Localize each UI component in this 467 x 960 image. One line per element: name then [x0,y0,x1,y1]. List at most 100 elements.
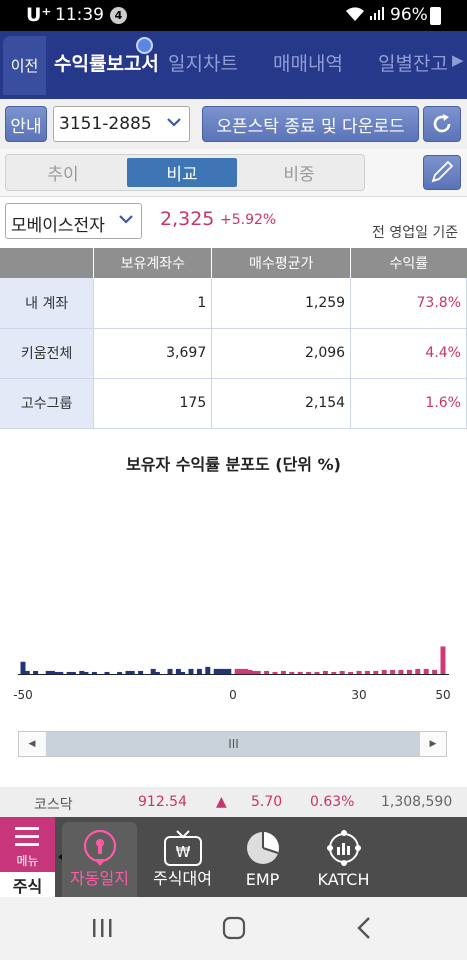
distribution-bar [381,669,387,674]
return-cell: 4.4% [350,328,467,379]
tab-journal-chart[interactable]: 일지차트 [168,53,238,75]
tab-trade-history[interactable]: 매매내역 [273,53,343,75]
distribution-bar [45,670,51,674]
table-row: 키움전체 3,697 2,096 4.4% [0,328,467,379]
ticker-change: 5.70 [251,794,283,810]
distribution-bar [234,668,240,674]
guide-button[interactable]: 안내 [5,106,47,142]
distribution-bar [154,671,160,674]
distribution-bar [83,671,89,674]
segment-weight[interactable]: 비중 [283,165,315,185]
scroll-left-icon[interactable]: ◀ [19,732,45,756]
signal-icon [369,6,385,24]
x-tick-label: 30 [351,688,366,702]
home-icon[interactable] [222,916,246,940]
distribution-bar [125,670,131,674]
battery-percent: 96% [390,5,428,25]
bottom-item-stock-lending[interactable]: ₩ 주식대여 [145,822,220,897]
chart-scrollbar[interactable]: ◀ III ▶ [18,731,447,757]
basis-note: 전 영업일 기준 [372,225,459,241]
avg-price-cell: 1,259 [211,278,352,329]
distribution-bar [91,671,97,674]
distribution-bar [423,668,429,674]
won-tv-icon: ₩ [163,830,202,866]
distribution-bar [251,670,257,674]
distribution-bar [272,671,278,674]
distribution-bar [79,670,85,674]
table-header: 보유계좌수 [93,248,213,278]
distribution-bar [196,668,202,674]
battery-icon [430,7,441,25]
distribution-bar [138,670,144,674]
avg-price-cell: 2,096 [211,328,352,379]
refresh-icon [433,114,451,133]
distribution-bar [247,669,253,674]
distribution-bar [222,668,228,674]
stock-select[interactable]: 모베이스전자 [5,203,142,239]
tab-return-report[interactable]: 수익률보고서 [54,37,159,76]
refresh-button[interactable] [423,106,461,142]
distribution-bar [180,671,186,674]
market-ticker[interactable]: 코스닥 912.54 ▲ 5.70 0.63% 1,308,590 [0,787,467,817]
distribution-bar [167,668,173,674]
distribution-bar [33,670,39,674]
scroll-thumb[interactable]: III [46,732,421,756]
accounts-cell: 175 [93,378,213,429]
accounts-cell: 3,697 [93,328,213,379]
edit-button[interactable] [423,155,461,190]
bottom-item-label: EMP [245,870,280,889]
return-cell: 73.8% [350,278,467,329]
distribution-bar [432,669,438,674]
return-distribution-chart: -50 0 30 50 [13,646,451,702]
account-number: 3151-2885 [59,114,152,134]
carrier-label: U⁺ [26,4,52,26]
distribution-bar [364,670,370,674]
distribution-bar [264,670,270,674]
table-header: 매수평균가 [211,248,352,278]
distribution-bar [20,661,26,674]
bottom-item-auto-journal[interactable]: 자동일지 [62,822,137,897]
bottom-item-emp[interactable]: EMP [225,822,300,897]
distribution-bar [213,668,219,674]
keyhole-icon [83,829,116,866]
up-arrow-icon: ▲ [216,794,227,810]
distribution-bar [398,669,404,674]
bottom-item-katch[interactable]: KATCH [306,822,381,897]
wifi-icon [345,6,365,26]
segment-compare[interactable]: 비교 [127,158,237,187]
distribution-bar [440,646,446,674]
ticker-volume: 1,308,590 [381,794,453,810]
system-nav-bar [0,897,467,960]
tab-daily-balance[interactable]: 일별잔고 [378,53,448,75]
distribution-bar [175,668,181,674]
svg-text:₩: ₩ [175,843,190,861]
menu-button[interactable]: 메뉴 [0,817,55,872]
distribution-bar [226,668,232,674]
x-tick-label: 0 [229,688,237,702]
account-select[interactable]: 3151-2885 [53,106,190,142]
scroll-right-icon[interactable]: ▶ [420,732,446,756]
hamburger-icon [15,827,39,851]
table-header: 수익률 [350,248,467,278]
back-nav-icon[interactable] [355,916,373,940]
distribution-bar [217,668,223,674]
stock-price: 2,325 [160,208,215,230]
segment-trend[interactable]: 추이 [47,165,79,185]
recent-apps-icon[interactable] [91,917,113,939]
table-header-row: 보유계좌수 매수평균가 수익률 [0,248,467,278]
stock-mode-button[interactable]: 주식 [0,872,55,897]
distribution-bar [373,670,379,674]
distribution-bar [289,671,295,674]
chevron-down-icon [119,215,133,224]
row-label: 고수그룹 [0,378,95,429]
return-cell: 1.6% [350,378,467,429]
distribution-bar [390,669,396,674]
back-button[interactable]: 이전 [3,36,46,95]
distribution-bar [238,668,244,674]
distribution-bar [314,671,320,674]
next-tab-arrow-icon[interactable]: ▶ [452,51,464,69]
distribution-bar [117,671,123,674]
ticker-name: 코스닥 [34,797,73,813]
openstock-download-button[interactable]: 오픈스탁 종료 및 다운로드 [202,106,419,142]
bottom-bar: 메뉴 주식 자동일지 ₩ 주식대여 EMP KATCH [0,817,467,897]
